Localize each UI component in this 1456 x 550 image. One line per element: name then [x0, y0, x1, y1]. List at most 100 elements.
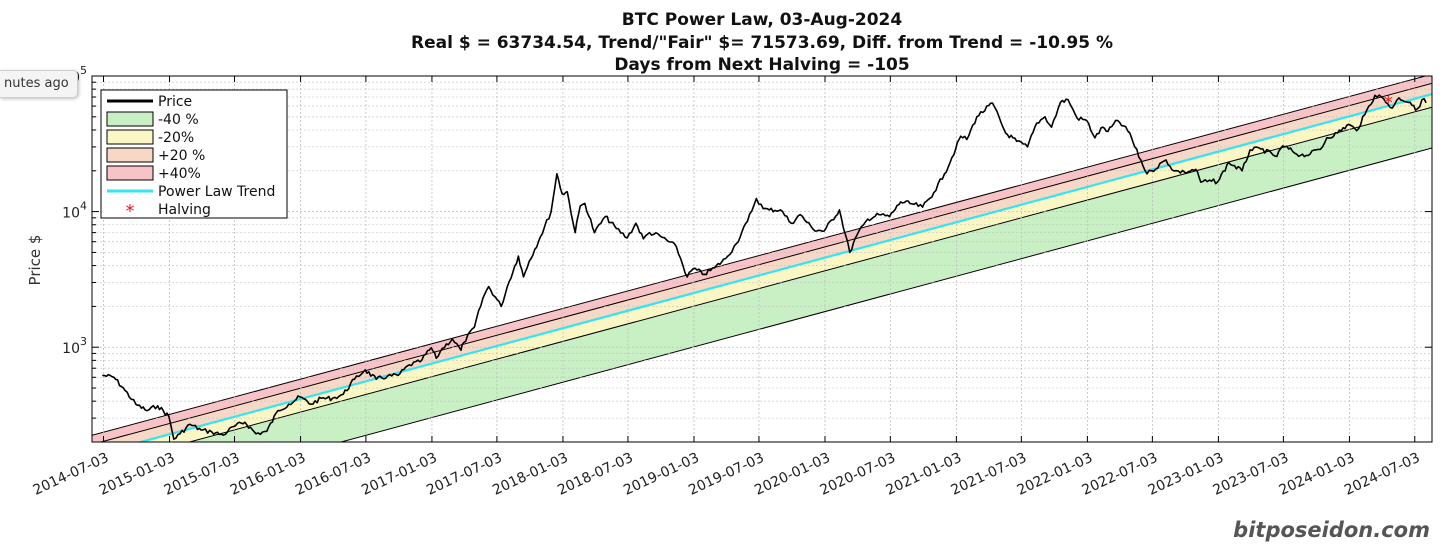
- price-point: [1398, 97, 1400, 99]
- price-point: [473, 326, 475, 328]
- price-point: [397, 374, 399, 376]
- price-point: [556, 173, 558, 175]
- price-point: [320, 397, 322, 399]
- price-point: [1217, 181, 1219, 183]
- price-point: [703, 273, 705, 275]
- price-point: [867, 218, 869, 220]
- price-point: [1228, 161, 1230, 164]
- price-point: [724, 258, 727, 260]
- price-point: [1300, 154, 1302, 156]
- price-point: [539, 236, 541, 238]
- price-point: [735, 243, 737, 245]
- band-boundary-0: [339, 147, 1432, 442]
- price-point: [1004, 132, 1007, 134]
- price-point: [992, 102, 994, 104]
- price-point: [1086, 119, 1088, 122]
- y-tick-label: 103: [62, 335, 87, 357]
- chart-subtitle-values: Real $ = 63734.54, Trend/"Fair" $= 71573…: [411, 33, 1113, 53]
- price-point: [1036, 122, 1038, 124]
- band-minus40: [189, 107, 1432, 442]
- price-point: [441, 347, 443, 350]
- price-point: [386, 375, 389, 377]
- price-point: [1348, 123, 1350, 125]
- price-point: [635, 222, 637, 224]
- price-point: [692, 267, 694, 270]
- price-point: [1282, 145, 1284, 147]
- price-point: [1184, 171, 1186, 173]
- price-point: [342, 393, 344, 395]
- price-point: [779, 209, 782, 211]
- legend-swatch-box: [106, 111, 154, 127]
- price-point: [838, 209, 840, 211]
- price-point: [102, 374, 104, 376]
- price-point: [1414, 109, 1417, 111]
- price-point: [762, 208, 764, 210]
- price-point: [1260, 148, 1262, 150]
- price-point: [1165, 159, 1167, 161]
- y-axis-label: Price $: [26, 235, 44, 286]
- legend-label: +20 %: [158, 148, 205, 164]
- price-point: [430, 347, 432, 349]
- price-point: [755, 197, 758, 200]
- price-point: [1276, 155, 1278, 158]
- price-point: [462, 342, 465, 344]
- price-point: [675, 246, 677, 248]
- price-point: [517, 255, 520, 257]
- price-point: [1309, 153, 1311, 155]
- price-point: [277, 410, 279, 412]
- price-point: [1425, 101, 1427, 104]
- legend-swatch-box: [106, 129, 154, 145]
- price-point: [1321, 146, 1324, 148]
- price-point: [1380, 96, 1382, 98]
- price-point: [500, 305, 502, 307]
- price-point: [419, 361, 421, 363]
- price-point: [584, 202, 586, 204]
- legend-label: Price: [158, 94, 192, 110]
- price-point: [1116, 119, 1119, 122]
- price-point: [1326, 137, 1328, 139]
- bands-layer: [92, 76, 1432, 442]
- price-point: [566, 191, 568, 193]
- price-point: [626, 237, 628, 239]
- price-point: [288, 403, 290, 405]
- price-point: [976, 116, 978, 118]
- price-point: [488, 285, 490, 288]
- price-point: [310, 403, 312, 405]
- price-point: [482, 297, 484, 299]
- price-point: [211, 431, 213, 433]
- price-point: [1044, 116, 1046, 118]
- price-point: [124, 389, 126, 392]
- price-point: [1423, 98, 1425, 100]
- price-point: [1026, 146, 1029, 148]
- band-boundary-2: [99, 82, 1432, 442]
- price-point: [299, 396, 301, 398]
- price-point: [375, 378, 377, 380]
- chart-subtitle-halving: Days from Next Halving = -105: [614, 55, 909, 75]
- price-point: [955, 148, 957, 150]
- price-point: [1200, 181, 1202, 183]
- price-point: [1102, 126, 1104, 128]
- price-point: [768, 209, 770, 211]
- price-point: [960, 135, 962, 137]
- price-point: [200, 429, 202, 431]
- price-point: [686, 276, 688, 278]
- price-point: [1374, 94, 1376, 96]
- y-tick-label: 104: [62, 200, 87, 222]
- price-point: [746, 220, 749, 222]
- price-point: [1249, 149, 1251, 151]
- price-point: [1076, 117, 1078, 119]
- price-point: [528, 260, 530, 262]
- price-point: [1173, 170, 1175, 172]
- price-point: [604, 215, 606, 218]
- price-point: [157, 405, 159, 407]
- grid-layer: [92, 76, 1432, 443]
- band-boundary-3: [92, 76, 1428, 436]
- price-point: [550, 211, 552, 213]
- price-point: [878, 214, 880, 216]
- price-point: [849, 251, 851, 254]
- price-point: [799, 214, 801, 216]
- price-point: [168, 415, 170, 417]
- price-point: [889, 215, 891, 218]
- price-point: [659, 235, 661, 237]
